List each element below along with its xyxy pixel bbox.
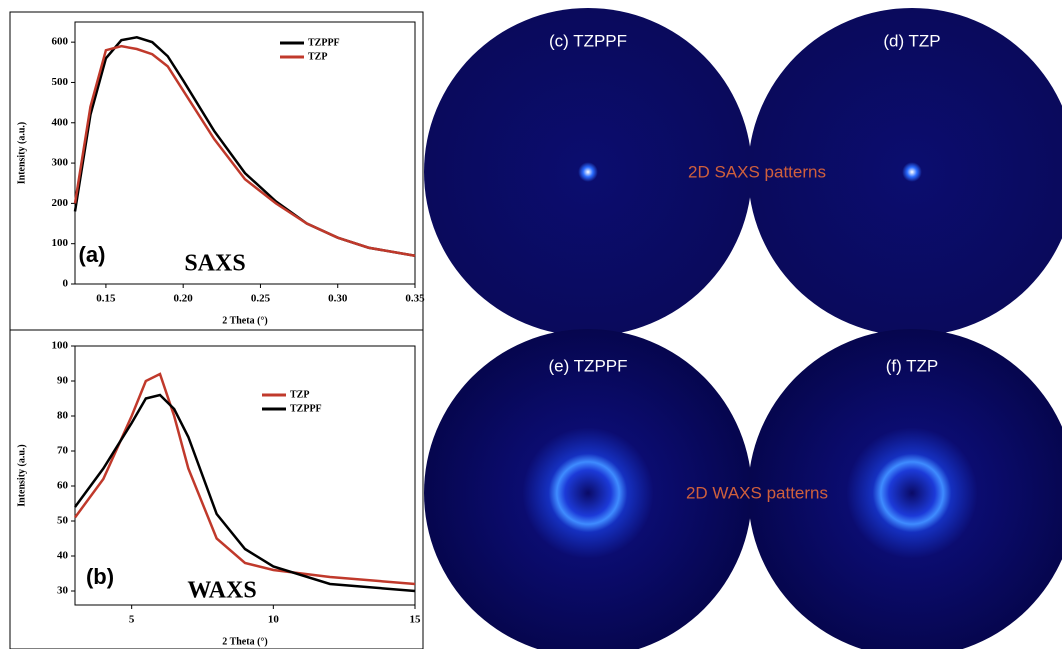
legend-label: TZP [290,389,309,400]
y-tick-label: 70 [57,445,69,457]
y-axis-label: Intensity (a.u.) [16,444,27,507]
annotation: SAXS [184,251,245,277]
x-tick-label: 5 [129,614,135,626]
y-tick-label: 400 [52,116,69,128]
y-tick-label: 100 [52,340,69,352]
annotation: (a) [79,242,106,267]
y-tick-label: 60 [57,480,69,492]
y-tick-label: 30 [57,585,69,597]
y-tick-label: 90 [57,375,69,387]
x-axis-label: 2 Theta (°) [222,636,267,647]
y-tick-label: 500 [52,76,69,88]
y-tick-label: 40 [57,550,69,562]
x-tick-label: 10 [268,614,280,626]
pattern-label: (c) TZPPF [549,31,627,50]
legend-label: TZP [308,51,327,62]
y-tick-label: 200 [52,197,69,209]
y-tick-label: 100 [52,237,69,249]
x-tick-label: 0.35 [405,293,425,305]
y-tick-label: 50 [57,515,69,527]
annotation: (b) [86,564,114,589]
pattern-caption: 2D WAXS patterns [686,483,828,502]
x-axis-label: 2 Theta (°) [222,315,267,326]
panel-frame [10,12,423,330]
pattern-label: (f) TZP [886,356,939,375]
pattern-label: (d) TZP [883,31,940,50]
y-tick-label: 600 [52,36,69,48]
data-line [75,46,415,256]
pattern-label: (e) TZPPF [548,356,627,375]
legend-label: TZPPF [308,37,340,48]
figure: (c) TZPPF (d) TZP (e) TZPPF (f) TZP 2D S… [0,0,1062,649]
y-tick-label: 80 [57,410,69,422]
x-tick-label: 0.15 [96,293,116,305]
x-tick-label: 15 [410,614,422,626]
x-tick-label: 0.20 [174,293,194,305]
plot-frame [75,22,415,284]
y-tick-label: 0 [63,278,69,290]
data-line [75,37,415,255]
x-tick-label: 0.25 [251,293,271,305]
pattern-caption: 2D SAXS patterns [688,162,826,181]
annotation: WAXS [187,578,256,604]
y-tick-label: 300 [52,157,69,169]
plot-frame [75,346,415,605]
x-tick-label: 0.30 [328,293,348,305]
legend-label: TZPPF [290,403,322,414]
data-line [75,374,415,584]
y-axis-label: Intensity (a.u.) [16,122,27,185]
